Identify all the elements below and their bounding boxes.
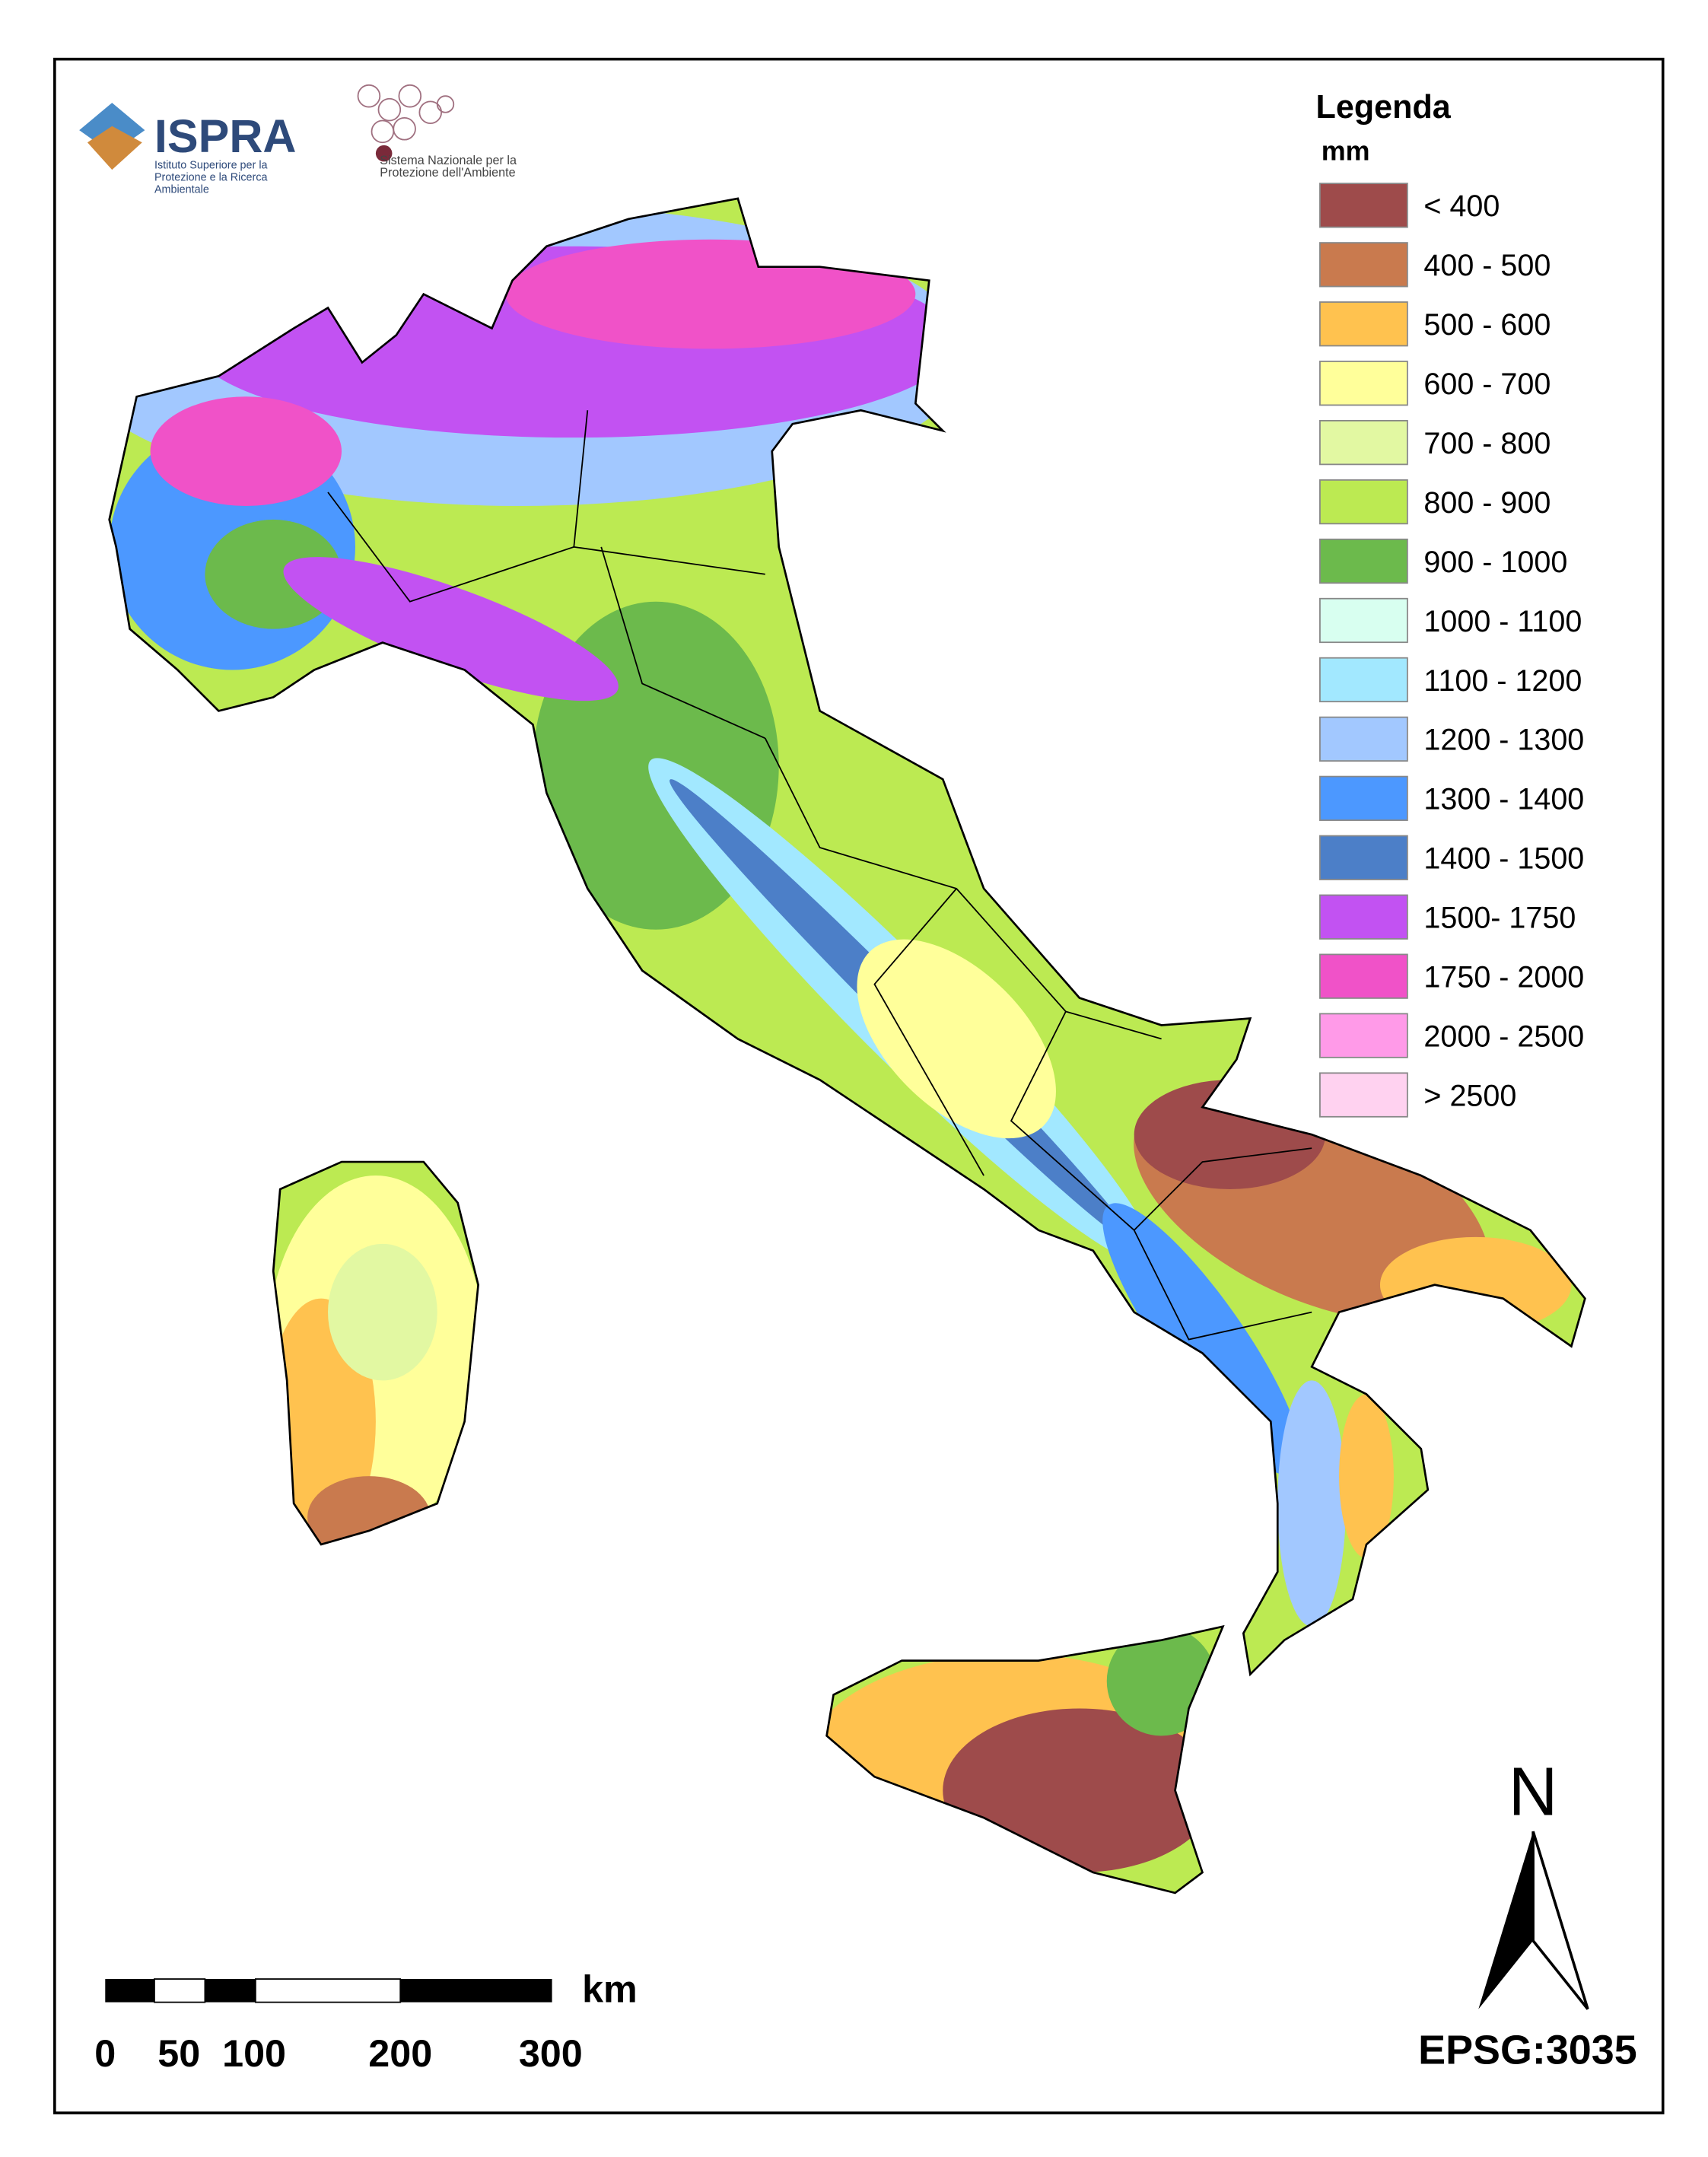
logo-mark (87, 126, 142, 170)
legend-label: > 2500 (1423, 1079, 1516, 1112)
logo-subtitle-box: Istituto Superiore per la Protezione e l… (154, 158, 268, 196)
legend-label: 2000 - 2500 (1423, 1020, 1584, 1053)
legend-swatch (1319, 953, 1408, 999)
legend-label: 1200 - 1300 (1423, 724, 1584, 757)
legend-swatch (1319, 479, 1408, 525)
zone (307, 1476, 431, 1558)
legend-swatch (1319, 538, 1408, 584)
scale-label: 50 (157, 2031, 200, 2075)
arrow-half (1531, 1831, 1589, 2010)
scale-segment (154, 1978, 206, 2003)
scale-label: 200 (368, 2031, 432, 2075)
legend-label: 800 - 900 (1423, 486, 1551, 520)
scale-segment (254, 1978, 402, 2003)
crs-label: EPSG:3035 (1418, 2027, 1636, 2073)
network-box: Sistema Nazionale per la Protezione dell… (380, 154, 517, 180)
north-label: N (1509, 1755, 1558, 1831)
legend-label: 1500- 1750 (1423, 902, 1576, 935)
zone (283, 557, 619, 702)
scale-unit: km (582, 1968, 638, 2011)
legend-swatch (1319, 775, 1408, 821)
legend-swatch (1319, 894, 1408, 940)
arrow-half (1478, 1831, 1534, 2009)
legend-label: 400 - 500 (1423, 249, 1551, 282)
legend-label: 700 - 800 (1423, 427, 1551, 460)
zone (1277, 1380, 1347, 1627)
legend-swatch (1319, 242, 1408, 288)
logo-subtitle: Istituto Superiore per la Protezione e l… (154, 158, 268, 196)
legend-swatch (1319, 657, 1408, 703)
legend-swatch (1319, 361, 1408, 406)
legend-label: < 400 (1423, 189, 1500, 223)
zone (1134, 1080, 1326, 1189)
legend-unit: mm (1322, 135, 1370, 167)
legend-label: 1750 - 2000 (1423, 961, 1584, 994)
legend-swatch (1319, 835, 1408, 880)
legend-swatch (1319, 716, 1408, 762)
north-arrow: N EPSG:3035 (1418, 1755, 1636, 2073)
zone (857, 939, 1056, 1139)
network-name: Sistema Nazionale per la Protezione dell… (380, 154, 517, 180)
legend-title: Legenda (1316, 89, 1452, 126)
network-dot (375, 145, 393, 162)
legend-label: 1000 - 1100 (1423, 605, 1582, 638)
scale-label: 300 (519, 2031, 583, 2075)
frame (53, 57, 1665, 2114)
legend-label: 1300 - 1400 (1423, 783, 1584, 816)
zone (328, 1243, 437, 1381)
scale-label: 0 (94, 2031, 116, 2075)
coastline (108, 197, 1586, 1895)
legend-label: 1100 - 1200 (1423, 664, 1582, 698)
legend-swatch (1319, 1072, 1408, 1118)
legend-swatch (1319, 597, 1408, 644)
zone (150, 396, 342, 506)
scale-bar: km 0 50 100 200 300 (94, 1968, 637, 2075)
legend-swatch (1319, 1013, 1408, 1058)
legend-swatch (1319, 301, 1408, 347)
zone (1379, 1236, 1572, 1333)
legend-label: 500 - 600 (1423, 308, 1551, 342)
logo: ISPRA Istituto Superiore per la Protezio… (79, 84, 517, 196)
logo-title: ISPRA (154, 110, 297, 162)
scale-segment (400, 1979, 552, 2003)
scale-segment (205, 1979, 256, 2003)
legend-swatch (1319, 183, 1408, 228)
legend-swatch (1319, 420, 1408, 466)
legend-label: 900 - 1000 (1423, 546, 1567, 579)
zone (1339, 1394, 1394, 1558)
scale-segment (105, 1979, 154, 2003)
scale-label: 100 (222, 2031, 286, 2075)
zone (505, 239, 916, 349)
network-mark (357, 84, 455, 144)
legend: Legenda mm < 400 400 - 500 500 - 600 600 - … (1316, 89, 1584, 1118)
legend-label: 1400 - 1500 (1423, 842, 1584, 876)
legend-label: 600 - 700 (1423, 367, 1551, 401)
